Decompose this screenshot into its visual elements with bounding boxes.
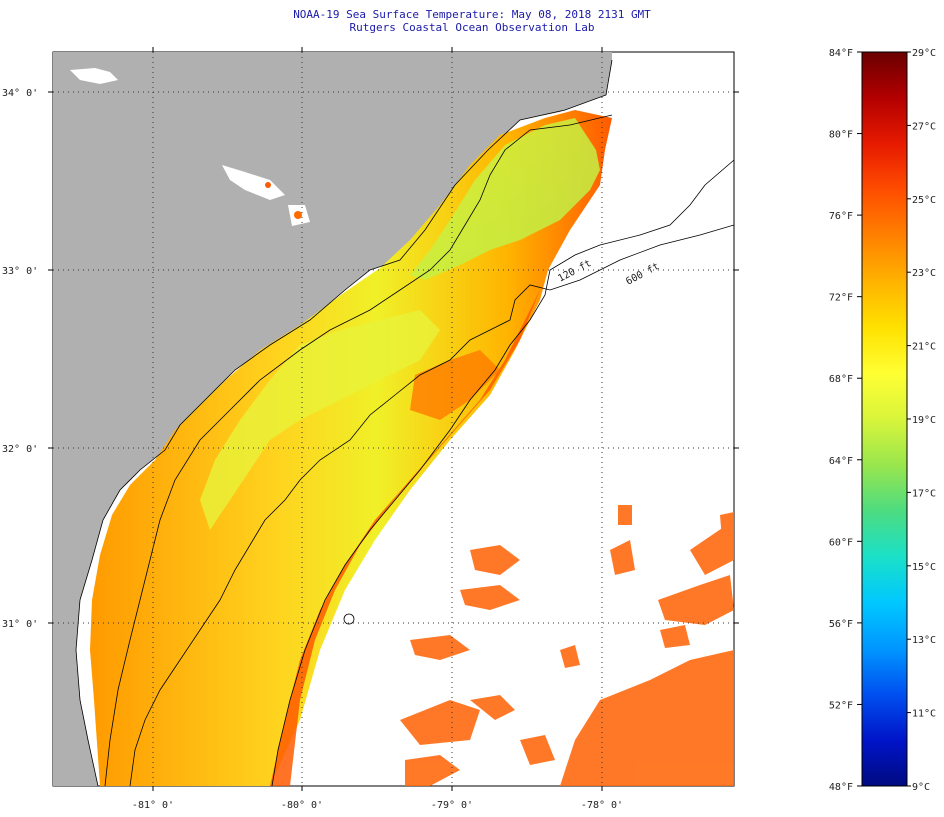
offshore-patches bbox=[400, 505, 734, 786]
lat-label: 34° 0' bbox=[2, 88, 38, 99]
map-title: NOAA-19 Sea Surface Temperature: May 08,… bbox=[293, 8, 651, 21]
colorbar-c-label: 19°C bbox=[912, 415, 936, 426]
colorbar bbox=[861, 51, 908, 787]
colorbar-c-label: 17°C bbox=[912, 488, 936, 499]
colorbar-f-label: 64°F bbox=[829, 456, 853, 467]
bathymetry-contours bbox=[75, 59, 734, 786]
colorbar-f-label: 72°F bbox=[829, 293, 853, 304]
lat-label: 33° 0' bbox=[2, 266, 38, 277]
lon-label: -81° 0' bbox=[132, 800, 174, 811]
lon-label: -78° 0' bbox=[581, 800, 623, 811]
inland-lake bbox=[294, 211, 302, 219]
sst-cool-band bbox=[410, 118, 600, 280]
colorbar-c-label: 27°C bbox=[912, 121, 936, 132]
colorbar-f-label: 76°F bbox=[829, 211, 853, 222]
colorbar-c-label: 11°C bbox=[912, 709, 936, 720]
colorbar-c-label: 9°C bbox=[912, 782, 930, 793]
colorbar-fahrenheit-labels: 84°F 80°F 76°F 72°F 68°F 64°F 60°F 56°F 52°F 48°F bbox=[829, 48, 862, 793]
colorbar-f-label: 48°F bbox=[829, 782, 853, 793]
colorbar-f-label: 84°F bbox=[829, 48, 853, 59]
lat-label: 31° 0' bbox=[2, 619, 38, 630]
land-area bbox=[53, 52, 612, 786]
colorbar-f-label: 80°F bbox=[829, 130, 853, 141]
lon-label: -79° 0' bbox=[431, 800, 473, 811]
axis-ticks bbox=[48, 47, 739, 791]
colorbar-f-label: 60°F bbox=[829, 537, 853, 548]
colorbar-c-label: 29°C bbox=[912, 48, 936, 59]
colorbar-c-label: 25°C bbox=[912, 195, 936, 206]
sst-field bbox=[90, 110, 612, 786]
colorbar-c-label: 21°C bbox=[912, 342, 936, 353]
lon-label: -80° 0' bbox=[281, 800, 323, 811]
colorbar-f-label: 52°F bbox=[829, 700, 853, 711]
sst-warm-patch bbox=[410, 350, 500, 420]
colorbar-c-label: 15°C bbox=[912, 562, 936, 573]
map-subtitle: Rutgers Coastal Ocean Observation Lab bbox=[349, 21, 595, 34]
graticule bbox=[53, 52, 734, 786]
land-gap bbox=[70, 68, 118, 84]
colorbar-celsius-labels: 29°C 27°C 25°C 23°C 21°C 19°C 17°C 15°C 13°C 11°C… bbox=[907, 48, 936, 793]
inland-lake bbox=[265, 182, 271, 188]
colorbar-c-label: 13°C bbox=[912, 635, 936, 646]
sst-green-patch bbox=[200, 310, 440, 530]
lat-label: 32° 0' bbox=[2, 444, 38, 455]
colorbar-c-label: 23°C bbox=[912, 268, 936, 279]
land-gap bbox=[222, 165, 285, 200]
colorbar-f-label: 56°F bbox=[829, 619, 853, 630]
colorbar-f-label: 68°F bbox=[829, 374, 853, 385]
